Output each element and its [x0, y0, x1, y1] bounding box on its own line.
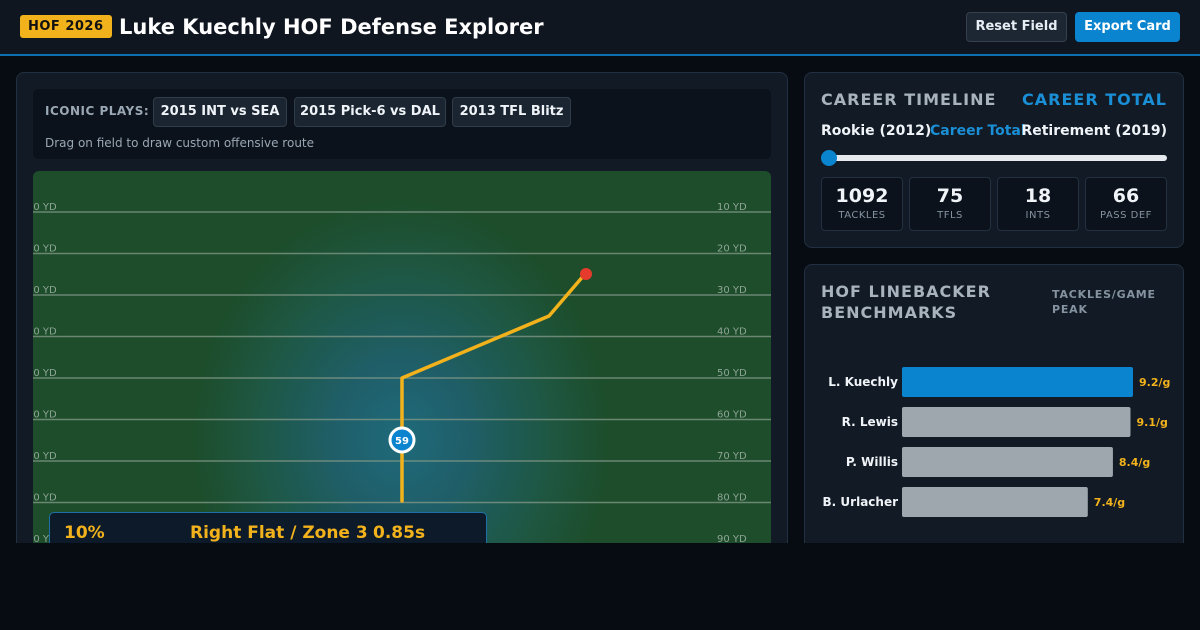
benchmarks-title: HOF LINEBACKER BENCHMARKS: [821, 282, 991, 322]
top-bar: HOF 2026 Luke Kuechly HOF Defense Explor…: [0, 0, 1200, 56]
bar-category-label: P. Willis: [846, 455, 898, 469]
bar-category-label: B. Urlacher: [823, 495, 899, 509]
yard-label-right: 70 YD: [717, 451, 747, 462]
range-end-label: Retirement (2019): [1021, 123, 1167, 139]
stat-label: TACKLES: [838, 210, 886, 221]
stat-label: PASS DEF: [1100, 210, 1152, 221]
stat-value: 75: [936, 185, 964, 207]
route-line: [400, 272, 587, 503]
reaction-time: 0.85s: [373, 523, 426, 543]
yard-label-left: 10 YD: [33, 202, 57, 213]
yard-label-left: 50 YD: [33, 368, 57, 379]
stat-tfls: 75 TFLS: [909, 177, 991, 231]
benchmark-bar: [902, 487, 1088, 517]
yard-label-right: 20 YD: [717, 244, 747, 255]
play-button-tfl-blitz[interactable]: 2013 TFL Blitz: [452, 97, 571, 127]
yard-label-right: 90 YD: [717, 534, 747, 545]
linebacker-marker[interactable]: [388, 426, 416, 454]
benchmarks-subtitle: TACKLES/GAME PEAK: [1052, 288, 1156, 316]
play-button-int-sea[interactable]: 2015 INT vs SEA: [153, 97, 287, 127]
reset-field-button[interactable]: Reset Field: [966, 12, 1067, 42]
benchmark-bar: [902, 407, 1131, 437]
stat-value: 66: [1112, 185, 1140, 207]
bar-category-label: L. Kuechly: [828, 375, 898, 389]
coverage-zone: Right Flat / Zone 3: [190, 523, 368, 543]
range-mid-label: Career Total: [930, 123, 1026, 139]
field-drawing[interactable]: 10 YD 10 YD 20 YD 20 YD 30 YD 30 YD 40 YD 40 YD…: [33, 171, 771, 552]
export-card-button[interactable]: Export Card: [1075, 12, 1180, 42]
yard-label-left: 30 YD: [33, 285, 57, 296]
timeline-slider-thumb[interactable]: [821, 150, 837, 166]
stat-tackles: 1092 TACKLES: [821, 177, 903, 231]
yard-label-right: 50 YD: [717, 368, 747, 379]
career-timeline-panel: CAREER TIMELINE CAREER TOTAL Rookie (201…: [804, 72, 1184, 248]
iconic-plays-label: ICONIC PLAYS:: [45, 104, 150, 118]
yard-label-right: 40 YD: [717, 327, 747, 338]
field-panel: ICONIC PLAYS: 2015 INT vs SEA 2015 Pick-…: [16, 72, 788, 552]
benchmark-bar: [902, 447, 1113, 477]
career-timeline-title: CAREER TIMELINE: [821, 90, 997, 109]
bar-value-label: 8.4/g: [1119, 456, 1150, 469]
bar-value-label: 7.4/g: [1094, 496, 1125, 509]
football-field[interactable]: 10 YD 10 YD 20 YD 20 YD 30 YD 30 YD 40 YD 40 YD…: [33, 171, 771, 552]
bar-category-label: R. Lewis: [842, 415, 898, 429]
yard-label-right: 10 YD: [717, 202, 747, 213]
yard-label-left: 70 YD: [33, 451, 57, 462]
bottom-background: [0, 543, 1200, 630]
yard-label-left: 40 YD: [33, 327, 57, 338]
benchmark-bar: [902, 367, 1133, 397]
stat-ints: 18 INTS: [997, 177, 1079, 231]
career-total-heading: CAREER TOTAL: [1022, 90, 1167, 109]
range-start-label: Rookie (2012): [821, 123, 932, 139]
stat-value: 18: [1024, 185, 1052, 207]
stat-label: TFLS: [937, 210, 963, 221]
timeline-range-labels: Rookie (2012) Career Total Retirement (2…: [821, 123, 1167, 141]
benchmarks-panel: HOF LINEBACKER BENCHMARKS TACKLES/GAME P…: [804, 264, 1184, 554]
timeline-slider-track[interactable]: [825, 155, 1167, 161]
bar-value-label: 9.1/g: [1136, 416, 1167, 429]
yard-label-right: 30 YD: [717, 285, 747, 296]
field-hint: Drag on field to draw custom offensive r…: [45, 136, 315, 150]
yard-label-left: 20 YD: [33, 244, 57, 255]
stat-pass-def: 66 PASS DEF: [1085, 177, 1167, 231]
yard-label-left: 90 YD: [33, 534, 57, 545]
linebacker-number: 59: [395, 436, 409, 447]
yard-label-right: 80 YD: [717, 493, 747, 504]
yard-label-left: 80 YD: [33, 493, 57, 504]
completion-probability: 10%: [64, 523, 105, 543]
bar-value-label: 9.2/g: [1139, 376, 1170, 389]
stat-value: 1092: [835, 185, 889, 207]
app-title: Luke Kuechly HOF Defense Explorer: [119, 15, 544, 39]
hof-badge: HOF 2026: [20, 15, 112, 38]
yard-label-right: 60 YD: [717, 410, 747, 421]
yard-label-left: 60 YD: [33, 410, 57, 421]
stat-label: INTS: [1025, 210, 1051, 221]
iconic-plays-bar: ICONIC PLAYS: 2015 INT vs SEA 2015 Pick-…: [33, 89, 771, 159]
play-button-pick6-dal[interactable]: 2015 Pick-6 vs DAL: [294, 97, 446, 127]
benchmark-bar-chart: L. Kuechly 9.2/g R. Lewis 9.1/g P. Willis 8.4…: [823, 367, 1170, 517]
route-target-dot[interactable]: [580, 268, 592, 280]
